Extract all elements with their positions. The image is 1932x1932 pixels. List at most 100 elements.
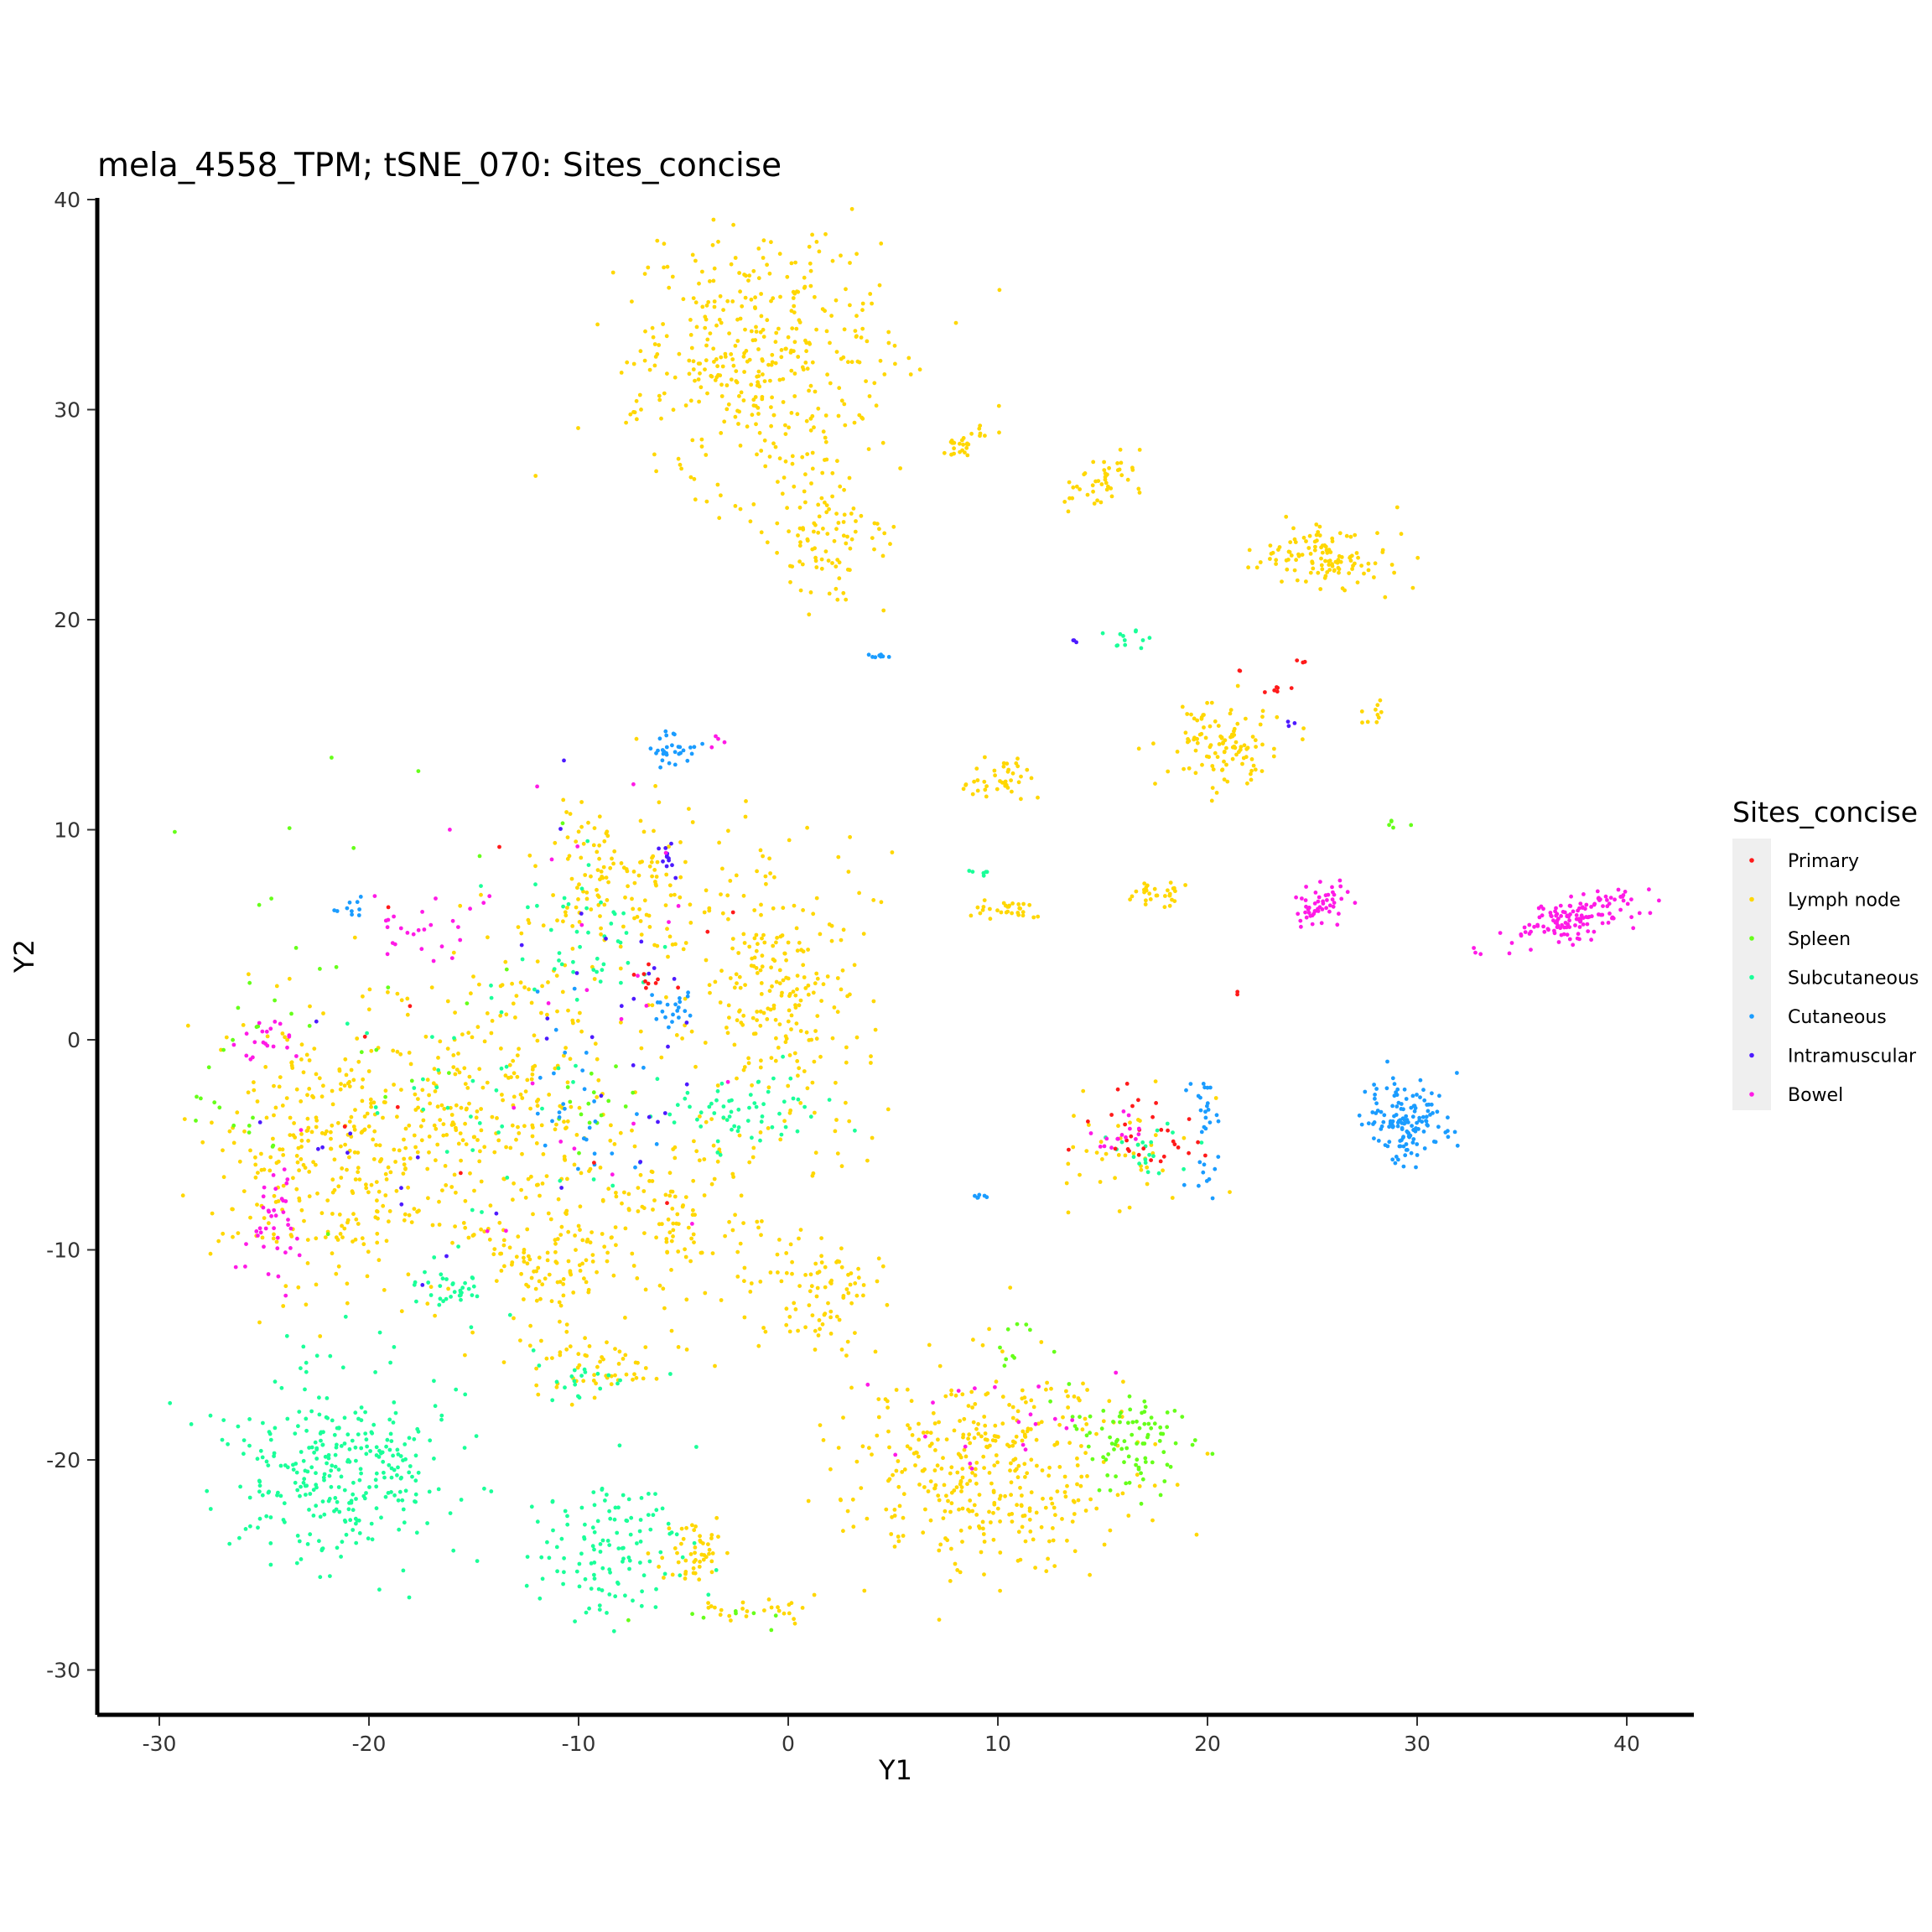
data-point: [274, 984, 279, 989]
data-point: [576, 1352, 581, 1357]
data-point: [680, 1036, 684, 1041]
data-point: [1393, 1161, 1398, 1166]
data-point: [420, 910, 424, 914]
data-point: [949, 1392, 953, 1397]
data-point: [688, 1104, 692, 1109]
data-point: [960, 1540, 964, 1544]
data-point: [639, 408, 643, 412]
data-point: [886, 1429, 891, 1434]
data-point: [820, 307, 825, 311]
data-point: [901, 1534, 906, 1538]
data-point: [652, 1198, 657, 1202]
data-point: [1015, 1503, 1019, 1508]
data-point: [1348, 554, 1353, 559]
data-point: [1136, 1126, 1141, 1131]
data-point: [577, 920, 582, 924]
data-point: [528, 1323, 532, 1328]
data-point: [1203, 1126, 1208, 1131]
data-point: [1581, 922, 1586, 927]
data-point: [571, 1021, 575, 1026]
data-point: [358, 895, 363, 899]
data-point: [432, 1067, 437, 1072]
data-point: [561, 1581, 565, 1587]
data-point: [1421, 1130, 1426, 1134]
data-point: [262, 1216, 267, 1220]
data-point: [583, 873, 588, 877]
data-point: [345, 1281, 350, 1286]
data-point: [1384, 1086, 1389, 1091]
data-point: [276, 1274, 281, 1279]
data-point: [1304, 539, 1308, 543]
data-point: [1098, 500, 1104, 505]
data-point: [523, 1195, 528, 1200]
data-point: [880, 553, 886, 558]
data-point: [547, 1555, 552, 1561]
data-point: [673, 750, 678, 755]
data-point: [818, 932, 823, 937]
data-point: [676, 904, 681, 908]
data-point: [893, 361, 897, 366]
data-point: [1005, 909, 1010, 914]
data-point: [1220, 768, 1224, 772]
data-point: [942, 450, 947, 455]
data-point: [791, 296, 796, 300]
data-point: [530, 1081, 535, 1086]
data-point: [798, 1101, 803, 1105]
data-point: [835, 1151, 840, 1156]
data-point: [516, 925, 521, 929]
data-point: [812, 1059, 817, 1064]
data-point: [844, 1045, 849, 1050]
data-point: [296, 1285, 301, 1290]
data-point: [298, 1493, 302, 1498]
data-point: [237, 1159, 242, 1164]
data-point: [854, 1035, 860, 1040]
data-point: [813, 1348, 818, 1352]
x-axis-title: Y1: [878, 1754, 912, 1786]
data-point: [377, 1143, 382, 1148]
data-point: [600, 968, 605, 973]
data-point: [269, 1213, 273, 1218]
data-point: [490, 1114, 495, 1119]
data-point: [513, 1015, 517, 1020]
data-point: [841, 1529, 845, 1534]
data-point: [574, 839, 579, 844]
data-point: [598, 1542, 603, 1546]
data-point: [635, 915, 640, 919]
data-point: [886, 1107, 891, 1112]
data-point: [865, 1382, 870, 1387]
data-point: [600, 1232, 605, 1236]
data-point: [609, 922, 614, 926]
data-point: [998, 1519, 1002, 1524]
data-point: [340, 1235, 345, 1239]
data-point: [460, 1285, 465, 1291]
data-point: [835, 558, 840, 562]
data-point: [733, 414, 738, 419]
data-point: [1359, 564, 1363, 568]
data-point: [1400, 1127, 1405, 1131]
data-point: [1004, 1357, 1009, 1362]
data-point: [622, 1190, 626, 1195]
data-point: [736, 951, 741, 955]
data-point: [621, 1559, 625, 1564]
data-point: [792, 903, 797, 908]
data-point: [566, 901, 571, 906]
data-point: [571, 1080, 575, 1084]
data-point: [1304, 915, 1309, 920]
data-point: [485, 1011, 490, 1015]
data-point: [515, 1074, 520, 1079]
data-point: [714, 357, 719, 361]
data-point: [766, 1085, 771, 1090]
data-point: [668, 1372, 673, 1376]
data-point: [397, 1489, 402, 1494]
data-point: [574, 929, 579, 934]
data-point: [525, 1078, 530, 1083]
data-point: [311, 1160, 315, 1165]
data-point: [697, 399, 701, 404]
data-point: [672, 977, 677, 981]
data-point: [652, 868, 657, 872]
data-point: [1542, 929, 1547, 934]
data-point: [693, 1064, 698, 1069]
data-point: [382, 1475, 387, 1480]
data-point: [1561, 910, 1566, 914]
data-point: [318, 1514, 323, 1519]
